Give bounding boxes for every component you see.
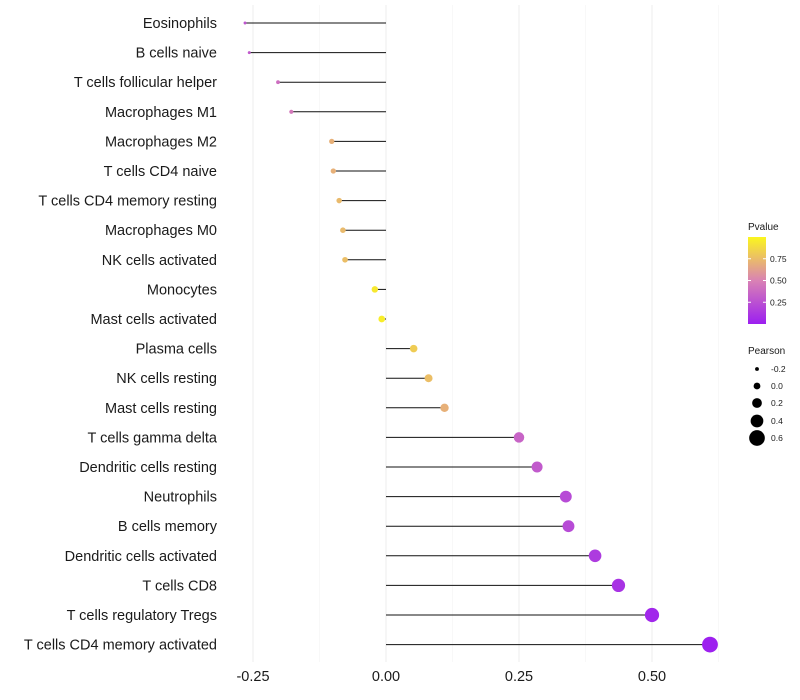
category-label: B cells naive [136, 46, 217, 62]
lollipop-point [702, 636, 718, 653]
category-label: Dendritic cells activated [65, 549, 217, 565]
category-labels: Eosinophils B cells naive T cells follicul… [24, 16, 218, 654]
category-label: Plasma cells [136, 342, 217, 358]
size-legend-key [755, 367, 759, 371]
category-label: Macrophages M1 [105, 105, 217, 121]
size-legend-label: -0.2 [771, 364, 786, 374]
category-label: Eosinophils [143, 16, 217, 32]
x-tick-label: 0.00 [372, 669, 400, 685]
category-label: T cells CD4 naive [104, 164, 217, 180]
size-legend-label: 0.2 [771, 398, 783, 408]
lollipop-point [342, 256, 348, 263]
colorbar-tick-label: 0.25 [770, 297, 787, 307]
lollipop-point [243, 21, 247, 25]
pearson-legend-title: Pearson [748, 346, 785, 357]
x-axis-tick-labels: -0.25 0.00 0.25 0.50 [236, 669, 666, 685]
size-legend-label: 0.6 [771, 433, 783, 443]
category-label: Mast cells resting [105, 401, 217, 417]
colorbar-tick-label: 0.75 [770, 254, 787, 264]
lollipop-point [378, 315, 386, 323]
category-label: Macrophages M2 [105, 134, 217, 150]
category-label: T cells regulatory Tregs [67, 608, 217, 624]
lollipop-points [243, 21, 718, 653]
category-label: Neutrophils [144, 490, 217, 506]
lollipop-point [644, 607, 660, 623]
category-label: T cells follicular helper [74, 75, 217, 91]
size-legend-label: 0.0 [771, 381, 783, 391]
lollipop-point [329, 138, 335, 145]
lollipop-point [559, 490, 572, 503]
category-label: NK cells activated [102, 253, 217, 269]
lollipop-point [513, 432, 525, 443]
x-tick-label: -0.25 [236, 669, 269, 685]
category-label: B cells memory [118, 519, 218, 535]
x-tick-label: 0.25 [505, 669, 533, 685]
grid-lines [252, 5, 719, 662]
category-label: Dendritic cells resting [79, 460, 217, 476]
category-label: NK cells resting [116, 371, 217, 387]
lollipop-point [330, 168, 337, 174]
pvalue-legend: Pvalue 0.25 0.50 0.75 [748, 222, 787, 324]
lollipop-point [531, 461, 543, 473]
pvalue-legend-title: Pvalue [748, 222, 779, 233]
lollipop-point [276, 80, 280, 85]
size-legend-key [750, 414, 764, 428]
category-label: T cells CD8 [142, 578, 217, 594]
lollipop-point [409, 344, 418, 353]
lollipop-point [289, 109, 294, 114]
pvalue-colorbar [748, 237, 766, 324]
category-label: T cells CD4 memory resting [38, 194, 217, 210]
size-legend-key [753, 382, 761, 390]
lollipop-point [424, 374, 433, 383]
size-legend-key [749, 430, 765, 446]
size-legend-key [752, 398, 762, 408]
colorbar-tick-label: 0.50 [770, 276, 787, 286]
category-label: Macrophages M0 [105, 223, 217, 239]
lollipop-point [247, 51, 251, 55]
category-label: T cells CD4 memory activated [24, 638, 217, 654]
lollipop-point [371, 286, 379, 293]
size-legend-label: 0.4 [771, 416, 783, 426]
lollipop-point [611, 578, 626, 593]
category-label: Monocytes [147, 282, 217, 298]
lollipop-segments [245, 22, 710, 646]
lollipop-point [336, 197, 342, 204]
lollipop-point [340, 227, 346, 233]
x-tick-label: 0.50 [638, 669, 666, 685]
lollipop-point [440, 403, 449, 413]
category-label: T cells gamma delta [88, 430, 218, 446]
lollipop-point [588, 549, 602, 563]
lollipop-point [562, 520, 575, 533]
category-label: Mast cells activated [90, 312, 217, 328]
pearson-legend: Pearson -0.2 0.0 0.2 0.4 0.6 [748, 346, 786, 446]
